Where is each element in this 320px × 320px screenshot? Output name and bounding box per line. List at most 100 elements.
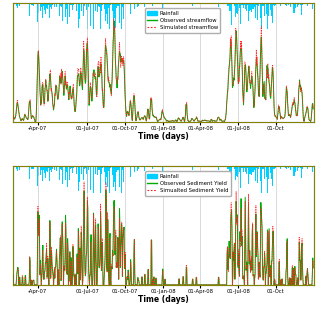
- Bar: [93, 166, 94, 193]
- Bar: [295, 166, 296, 172]
- Bar: [119, 166, 120, 187]
- Bar: [114, 3, 115, 18]
- Bar: [50, 3, 51, 7]
- Bar: [264, 166, 265, 179]
- Bar: [79, 166, 80, 182]
- Bar: [12, 166, 13, 172]
- Bar: [98, 3, 99, 6]
- Bar: [240, 166, 241, 188]
- Bar: [241, 166, 242, 168]
- Bar: [118, 3, 119, 6]
- Bar: [117, 3, 118, 6]
- Bar: [83, 3, 84, 19]
- Bar: [243, 3, 244, 8]
- Bar: [298, 166, 299, 168]
- Bar: [245, 166, 246, 172]
- Bar: [105, 3, 106, 21]
- Bar: [268, 166, 269, 179]
- Bar: [45, 3, 46, 5]
- Bar: [162, 166, 163, 172]
- X-axis label: Time (days): Time (days): [138, 295, 188, 304]
- Bar: [229, 166, 230, 174]
- Bar: [238, 3, 239, 11]
- Bar: [95, 166, 96, 174]
- Bar: [61, 166, 62, 170]
- Bar: [312, 166, 313, 172]
- Bar: [16, 3, 17, 6]
- Bar: [288, 3, 289, 5]
- Bar: [101, 166, 102, 172]
- Bar: [17, 166, 18, 171]
- Bar: [48, 166, 49, 168]
- Bar: [259, 166, 260, 174]
- Bar: [230, 166, 231, 174]
- Bar: [67, 3, 68, 9]
- Bar: [118, 166, 119, 170]
- Bar: [230, 3, 231, 11]
- Bar: [42, 3, 43, 18]
- Bar: [76, 3, 77, 11]
- Bar: [123, 3, 124, 11]
- Bar: [117, 166, 118, 170]
- Bar: [27, 3, 28, 5]
- Bar: [69, 3, 70, 17]
- Bar: [152, 3, 153, 6]
- Bar: [16, 166, 17, 169]
- Bar: [62, 166, 63, 184]
- Bar: [67, 166, 68, 172]
- Bar: [47, 166, 48, 172]
- Bar: [114, 166, 115, 182]
- Bar: [59, 166, 60, 180]
- Bar: [38, 166, 39, 182]
- Bar: [134, 166, 135, 172]
- Bar: [38, 3, 39, 19]
- Bar: [261, 166, 262, 193]
- Bar: [280, 166, 281, 169]
- Bar: [73, 3, 74, 5]
- Bar: [116, 3, 117, 9]
- Bar: [107, 3, 108, 11]
- Bar: [85, 3, 86, 10]
- Bar: [71, 166, 72, 167]
- Bar: [65, 3, 66, 17]
- Bar: [240, 3, 241, 24]
- Bar: [247, 3, 248, 5]
- Bar: [73, 166, 74, 168]
- Bar: [47, 3, 48, 9]
- Bar: [81, 3, 82, 11]
- Bar: [295, 3, 296, 8]
- Bar: [257, 3, 258, 20]
- Bar: [268, 3, 269, 16]
- Bar: [274, 166, 275, 169]
- Bar: [144, 3, 145, 7]
- Bar: [233, 166, 234, 180]
- Bar: [239, 166, 240, 172]
- Bar: [264, 3, 265, 16]
- Bar: [254, 3, 255, 6]
- Bar: [252, 3, 253, 9]
- Bar: [254, 166, 255, 170]
- Bar: [59, 3, 60, 16]
- Bar: [285, 3, 286, 5]
- Bar: [44, 3, 45, 10]
- Bar: [70, 3, 71, 5]
- Bar: [141, 3, 142, 7]
- Bar: [51, 3, 52, 9]
- Bar: [285, 166, 286, 168]
- Bar: [109, 166, 110, 193]
- Bar: [290, 3, 291, 7]
- Bar: [293, 3, 294, 12]
- Bar: [144, 166, 145, 171]
- Bar: [102, 3, 103, 5]
- Bar: [302, 3, 303, 5]
- Bar: [298, 3, 299, 5]
- Bar: [56, 166, 57, 171]
- Bar: [238, 166, 239, 174]
- Bar: [134, 3, 135, 9]
- Bar: [52, 166, 53, 171]
- Bar: [286, 166, 287, 169]
- Legend: Rainfall, Observed Sediment Yield, Simualted Sediment Yield: Rainfall, Observed Sediment Yield, Simua…: [145, 172, 231, 196]
- Bar: [87, 166, 88, 193]
- Bar: [261, 3, 262, 29]
- Bar: [244, 166, 245, 181]
